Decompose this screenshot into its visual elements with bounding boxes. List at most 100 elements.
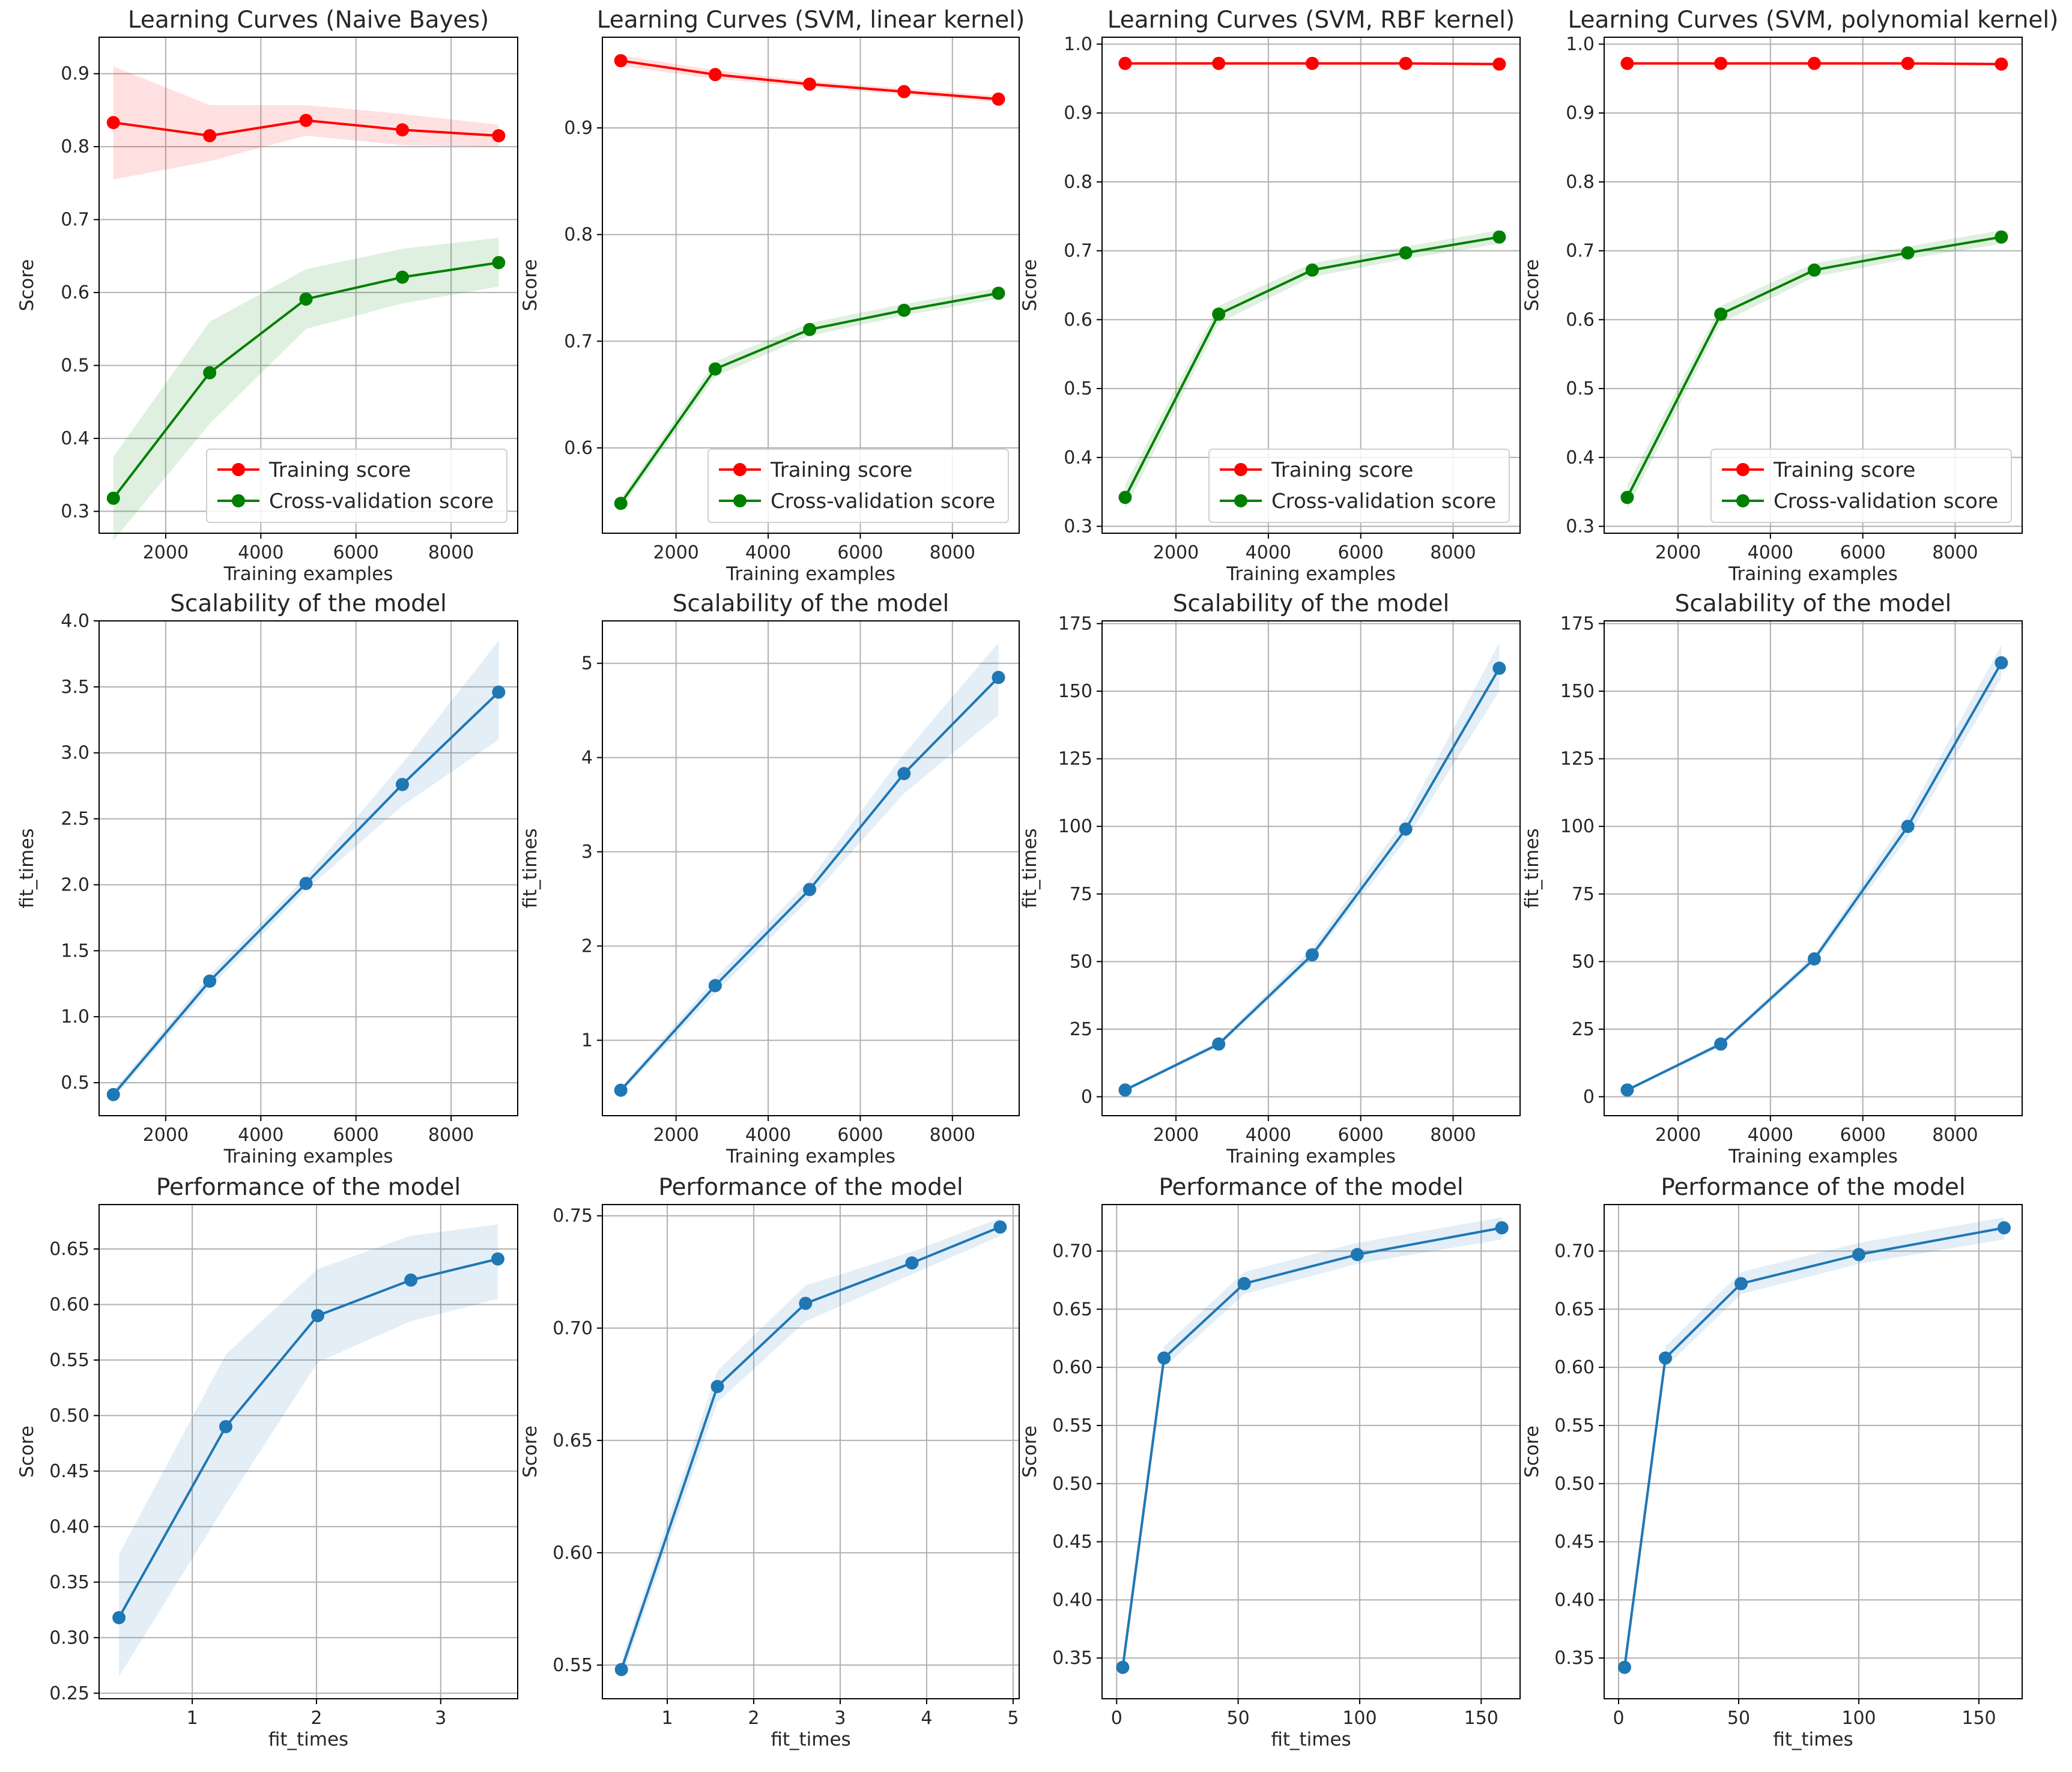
- y-tick-label: 50: [1572, 951, 1595, 972]
- axes-frame: [1101, 37, 1521, 534]
- x-tick-label: 4: [921, 1708, 932, 1729]
- axes-frame: [1101, 620, 1521, 1116]
- legend-entry: Training score: [1773, 458, 1915, 482]
- y-axis-label: Score: [520, 1426, 541, 1478]
- y-tick-label: 2.5: [61, 809, 89, 830]
- training-score-point: [1305, 56, 1319, 70]
- y-axis-label: fit_times: [1019, 828, 1041, 908]
- x-tick-label: 50: [1727, 1708, 1750, 1729]
- fit-times-point: [992, 671, 1005, 685]
- x-axis-label: fit_times: [1773, 1729, 1853, 1750]
- fit-times-point: [708, 979, 722, 993]
- y-tick-label: 4.0: [61, 611, 89, 632]
- x-axis-label: Training examples: [223, 1146, 393, 1167]
- cross-validation-score-point: [1901, 246, 1915, 260]
- x-tick-label: 2000: [143, 542, 189, 563]
- score-point: [1350, 1248, 1364, 1262]
- x-tick-label: 6000: [1840, 1125, 1885, 1146]
- x-tick-label: 8000: [1430, 542, 1476, 563]
- fit-times-point: [1305, 948, 1319, 962]
- y-tick-label: 0.9: [564, 118, 593, 139]
- y-tick-label: 0.25: [49, 1683, 89, 1704]
- training-score-point: [492, 129, 506, 142]
- chart-title: Learning Curves (SVM, linear kernel): [597, 7, 1025, 34]
- x-tick-label: 8000: [1932, 542, 1978, 563]
- x-tick-label: 8000: [1430, 1125, 1476, 1146]
- x-tick-label: 8000: [930, 1125, 975, 1146]
- y-tick-label: 0.8: [564, 225, 593, 246]
- x-tick-label: 50: [1227, 1708, 1250, 1729]
- x-tick-label: 5: [1007, 1708, 1019, 1729]
- y-tick-label: 0.65: [1554, 1299, 1595, 1320]
- x-tick-label: 150: [1464, 1708, 1498, 1729]
- chart-title: Performance of the model: [1159, 1174, 1463, 1201]
- fit-times-point: [1995, 656, 2008, 670]
- legend-box: [707, 449, 1009, 523]
- chart-title: Scalability of the model: [170, 590, 447, 617]
- legend-entry: Cross-validation score: [771, 489, 995, 513]
- legend-entry: Cross-validation score: [269, 489, 494, 513]
- y-axis-label: Score: [1521, 1426, 1543, 1478]
- y-tick-label: 0.5: [61, 1072, 89, 1093]
- cross-validation-score-point: [1620, 491, 1634, 504]
- x-tick-label: 8000: [428, 1125, 474, 1146]
- y-tick-label: 25: [1070, 1019, 1092, 1040]
- score-point: [404, 1273, 418, 1287]
- axes-frame: [602, 1204, 1020, 1699]
- score-point: [993, 1220, 1007, 1234]
- x-tick-label: 4000: [1246, 1125, 1291, 1146]
- y-tick-label: 0.50: [1052, 1474, 1092, 1495]
- plot-area: [602, 1205, 1019, 1699]
- y-tick-label: 0.5: [1566, 378, 1595, 399]
- y-tick-label: 0: [1583, 1086, 1595, 1107]
- x-tick-label: 0: [1613, 1708, 1624, 1729]
- fit-times-point: [1399, 822, 1413, 836]
- plot-area: [1604, 621, 2022, 1116]
- cross-validation-score-point: [1995, 230, 2008, 244]
- x-tick-label: 4000: [1246, 542, 1291, 563]
- y-tick-label: 0.3: [61, 501, 89, 522]
- x-tick-label: 2000: [1655, 1125, 1701, 1146]
- score-point: [491, 1252, 504, 1266]
- y-tick-label: 0.3: [1566, 516, 1595, 537]
- y-tick-label: 100: [1058, 816, 1092, 837]
- cross-validation-score-point: [1399, 246, 1413, 260]
- x-tick-label: 6000: [837, 1125, 883, 1146]
- training-score-point: [1492, 57, 1506, 71]
- x-tick-label: 6000: [837, 542, 883, 563]
- y-axis-label: Score: [16, 1426, 38, 1478]
- cross-validation-score-point: [992, 286, 1005, 300]
- y-tick-label: 3.5: [61, 677, 89, 698]
- y-tick-label: 1.0: [1566, 34, 1595, 55]
- y-tick-label: 5: [581, 653, 593, 674]
- y-tick-label: 0.35: [1052, 1648, 1092, 1669]
- score-point: [1495, 1221, 1509, 1235]
- x-tick-label: 4000: [745, 1125, 791, 1146]
- fit-times-point: [492, 685, 506, 699]
- score-point: [710, 1380, 724, 1394]
- training-score-point: [1118, 56, 1132, 70]
- subplot-r1c0: 2000 4000 6000 8000 0.5 1.0 1.5 2.0 2.5 3.0 3.5 4.0…: [16, 590, 518, 1167]
- x-tick-label: 4000: [1748, 1125, 1793, 1146]
- y-tick-label: 0.70: [1554, 1241, 1595, 1262]
- y-tick-label: 2: [581, 936, 593, 957]
- legend-entry: Cross-validation score: [1271, 489, 1496, 513]
- chart-title: Performance of the model: [1661, 1174, 1965, 1201]
- subplot-r0c2: 2000 4000 6000 8000 0.3 0.4 0.5 0.6 0.7 0.8 0.9 1.0…: [1019, 7, 1521, 585]
- cross-validation-score-point: [614, 497, 628, 510]
- x-tick-label: 2000: [1655, 542, 1701, 563]
- training-score-point: [1620, 56, 1634, 70]
- fit-times-point: [1901, 820, 1915, 833]
- y-tick-label: 125: [1058, 749, 1092, 770]
- fit-times-point: [395, 778, 409, 791]
- cross-validation-score-point: [1118, 491, 1132, 504]
- x-tick-label: 1: [661, 1708, 673, 1729]
- x-tick-label: 100: [1342, 1708, 1377, 1729]
- x-axis-label: Training examples: [726, 563, 895, 585]
- y-tick-label: 0.6: [564, 438, 593, 459]
- axes-frame: [98, 620, 518, 1116]
- axes-frame: [1604, 620, 2023, 1116]
- legend: Training score Cross-validation score: [206, 449, 507, 523]
- subplot-r0c0: 2000 4000 6000 8000 0.3 0.4 0.5 0.6 0.7 0.8 0.9 Lea…: [16, 7, 518, 585]
